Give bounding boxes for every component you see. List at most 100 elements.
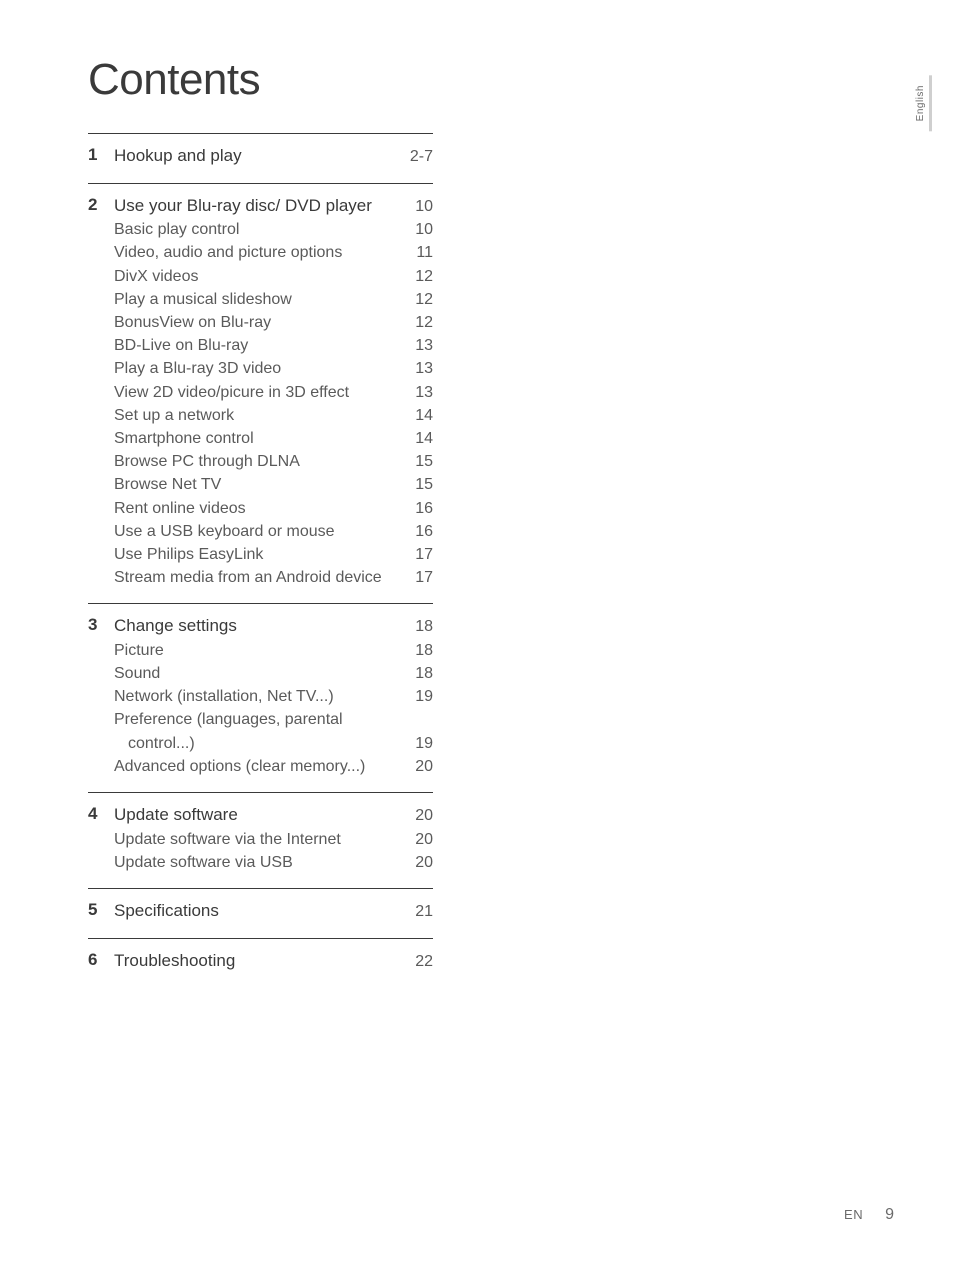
footer-page-number: 9 xyxy=(885,1206,894,1224)
sub-page: 13 xyxy=(415,357,433,380)
sub-page: 12 xyxy=(415,265,433,288)
section-title: Use your Blu-ray disc/ DVD player xyxy=(114,194,415,219)
section-page: 20 xyxy=(415,804,433,827)
toc-row[interactable]: Hookup and play2-7 xyxy=(114,144,433,169)
sub-label: Basic play control xyxy=(114,218,415,241)
sub-page: 11 xyxy=(416,241,433,264)
footer-language: EN xyxy=(844,1207,863,1222)
toc-subrow[interactable]: BonusView on Blu-ray12 xyxy=(114,311,433,334)
sub-page: 18 xyxy=(415,639,433,662)
page-title: Contents xyxy=(88,55,866,105)
toc-section: 3Change settings18Picture18Sound18Networ… xyxy=(88,603,433,792)
toc-subrow[interactable]: Use a USB keyboard or mouse16 xyxy=(114,520,433,543)
toc-subrow[interactable]: Video, audio and picture options11 xyxy=(114,241,433,264)
section-page: 2-7 xyxy=(410,145,433,168)
section-body: Use your Blu-ray disc/ DVD player10Basic… xyxy=(114,194,433,590)
sub-label: View 2D video/picure in 3D effect xyxy=(114,381,415,404)
section-number: 5 xyxy=(88,899,114,924)
sub-page: 20 xyxy=(415,851,433,874)
sub-page: 16 xyxy=(415,520,433,543)
toc-subrow[interactable]: Use Philips EasyLink17 xyxy=(114,543,433,566)
section-title: Hookup and play xyxy=(114,144,410,169)
section-number: 4 xyxy=(88,803,114,874)
toc-subrow[interactable]: Play a musical slideshow12 xyxy=(114,288,433,311)
toc-subrow[interactable]: Set up a network14 xyxy=(114,404,433,427)
sub-label: Use a USB keyboard or mouse xyxy=(114,520,415,543)
sub-label: Set up a network xyxy=(114,404,415,427)
toc-section: 1Hookup and play2-7 xyxy=(88,133,433,183)
toc-subrow[interactable]: View 2D video/picure in 3D effect13 xyxy=(114,381,433,404)
section-number: 2 xyxy=(88,194,114,590)
section-body: Hookup and play2-7 xyxy=(114,144,433,169)
toc-subrow[interactable]: Sound18 xyxy=(114,662,433,685)
sub-page: 17 xyxy=(415,543,433,566)
toc-subrow[interactable]: Browse PC through DLNA15 xyxy=(114,450,433,473)
sub-label: Use Philips EasyLink xyxy=(114,543,415,566)
sub-page: 15 xyxy=(415,473,433,496)
language-tab: English xyxy=(915,85,926,121)
sub-label: Play a musical slideshow xyxy=(114,288,415,311)
toc-subrow[interactable]: Network (installation, Net TV...)19 xyxy=(114,685,433,708)
sub-label: Play a Blu-ray 3D video xyxy=(114,357,415,380)
toc-section: 4Update software20Update software via th… xyxy=(88,792,433,888)
sub-label: BD-Live on Blu-ray xyxy=(114,334,415,357)
toc-row[interactable]: Troubleshooting22 xyxy=(114,949,433,974)
page: Contents 1Hookup and play2-72Use your Bl… xyxy=(0,0,954,1272)
sub-label: DivX videos xyxy=(114,265,415,288)
toc-subrow[interactable]: Stream media from an Android device17 xyxy=(114,566,433,589)
sub-label: BonusView on Blu-ray xyxy=(114,311,415,334)
toc-subrow[interactable]: Update software via the Internet20 xyxy=(114,828,433,851)
sub-label: Video, audio and picture options xyxy=(114,241,416,264)
sub-page: 14 xyxy=(415,427,433,450)
toc-subrow[interactable]: Update software via USB20 xyxy=(114,851,433,874)
toc-row[interactable]: Use your Blu-ray disc/ DVD player10 xyxy=(114,194,433,219)
sub-label: Browse PC through DLNA xyxy=(114,450,415,473)
toc-subrow[interactable]: DivX videos12 xyxy=(114,265,433,288)
section-page: 22 xyxy=(415,950,433,973)
sub-label: Sound xyxy=(114,662,415,685)
section-page: 18 xyxy=(415,615,433,638)
sub-page: 19 xyxy=(415,685,433,708)
sub-page: 12 xyxy=(415,311,433,334)
sub-page: 14 xyxy=(415,404,433,427)
sub-label: Rent online videos xyxy=(114,497,415,520)
sub-page: 20 xyxy=(415,755,433,778)
toc-subrow[interactable]: Basic play control10 xyxy=(114,218,433,241)
toc-subrow[interactable]: Browse Net TV15 xyxy=(114,473,433,496)
section-title: Troubleshooting xyxy=(114,949,415,974)
toc-subrow[interactable]: Picture18 xyxy=(114,639,433,662)
sub-label: Update software via the Internet xyxy=(114,828,415,851)
sub-label: Browse Net TV xyxy=(114,473,415,496)
sub-label: control...) xyxy=(114,732,415,755)
toc-subrow[interactable]: Play a Blu-ray 3D video13 xyxy=(114,357,433,380)
sub-label: Update software via USB xyxy=(114,851,415,874)
sub-page: 17 xyxy=(415,566,433,589)
sub-page: 20 xyxy=(415,828,433,851)
sub-page: 10 xyxy=(415,218,433,241)
section-body: Update software20Update software via the… xyxy=(114,803,433,874)
toc-section: 2Use your Blu-ray disc/ DVD player10Basi… xyxy=(88,183,433,604)
toc-row[interactable]: Update software20 xyxy=(114,803,433,828)
section-page: 21 xyxy=(415,900,433,923)
section-body: Specifications21 xyxy=(114,899,433,924)
section-title: Update software xyxy=(114,803,415,828)
toc-subrow[interactable]: control...)19 xyxy=(114,732,433,755)
toc-subrow[interactable]: BD-Live on Blu-ray13 xyxy=(114,334,433,357)
section-number: 6 xyxy=(88,949,114,974)
toc-section: 6Troubleshooting22 xyxy=(88,938,433,988)
toc-row[interactable]: Change settings18 xyxy=(114,614,433,639)
sub-page: 12 xyxy=(415,288,433,311)
sub-label: Advanced options (clear memory...) xyxy=(114,755,415,778)
section-body: Troubleshooting22 xyxy=(114,949,433,974)
section-title: Specifications xyxy=(114,899,415,924)
toc-subrow[interactable]: Rent online videos16 xyxy=(114,497,433,520)
section-title: Change settings xyxy=(114,614,415,639)
sub-label: Smartphone control xyxy=(114,427,415,450)
toc-subrow[interactable]: Advanced options (clear memory...)20 xyxy=(114,755,433,778)
section-page: 10 xyxy=(415,195,433,218)
toc-row[interactable]: Specifications21 xyxy=(114,899,433,924)
table-of-contents: 1Hookup and play2-72Use your Blu-ray dis… xyxy=(88,133,433,987)
toc-subrow[interactable]: Preference (languages, parental xyxy=(114,708,433,731)
sub-page: 13 xyxy=(415,334,433,357)
toc-subrow[interactable]: Smartphone control14 xyxy=(114,427,433,450)
